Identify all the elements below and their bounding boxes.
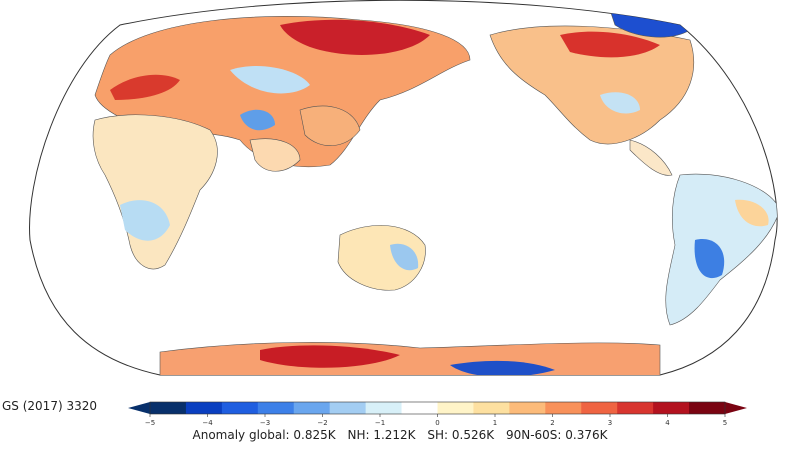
run-label: GS (2017) 3320 [2, 399, 97, 413]
region-siberia-hot [280, 19, 430, 55]
region-asia-cool [230, 65, 310, 94]
colorbar-swatch [293, 402, 331, 414]
colorbar-swatch [545, 402, 582, 414]
colorbar-tick-label: −1 [375, 419, 385, 427]
anomaly-sh: SH: 0.526K [427, 428, 495, 442]
region-australia [337, 225, 426, 291]
region-europe-hot [110, 74, 180, 100]
colorbar-tick-label: −2 [317, 419, 327, 427]
colorbar-swatch [401, 402, 438, 414]
region-india [249, 138, 301, 172]
region-australia-cool [390, 243, 419, 271]
region-tibet-cool [240, 109, 275, 131]
colorbar-tick-label: 5 [723, 419, 727, 427]
region-africa [92, 114, 218, 270]
region-africa-cool [120, 200, 170, 241]
anomaly-global: Anomaly global: 0.825K [192, 428, 336, 442]
region-central-america [629, 139, 673, 176]
colorbar-arrow-max [725, 402, 747, 414]
colorbar-tick-label: −3 [260, 419, 270, 427]
colorbar-swatch [689, 402, 726, 414]
colorbar-swatch [150, 402, 187, 414]
colorbar-swatch [509, 402, 546, 414]
colorbar-tick-label: 4 [665, 419, 670, 427]
colorbar-tick-label: 2 [550, 419, 554, 427]
colorbar-swatch [257, 402, 295, 414]
colorbar-swatch [473, 402, 510, 414]
colorbar-swatch [617, 402, 654, 414]
region-canada-hot [560, 31, 660, 58]
region-usa-cool [600, 92, 640, 114]
colorbar-tick-label: −4 [202, 419, 213, 427]
colorbar-swatch [581, 402, 618, 414]
colorbar-swatch [329, 402, 367, 414]
colorbar-tick-label: −5 [145, 419, 155, 427]
colorbar-swatch [185, 402, 223, 414]
region-patagonia-cool [694, 239, 725, 279]
anomaly-band: 90N-60S: 0.376K [505, 428, 608, 442]
region-brazil-warm [735, 199, 769, 227]
colorbar-swatch [365, 402, 403, 414]
colorbar-swatch [653, 402, 690, 414]
region-se-asia [299, 105, 361, 146]
colorbar-tick-label: 3 [608, 419, 612, 427]
anomaly-summary: Anomaly global: 0.825K NH: 1.212K SH: 0.… [0, 428, 800, 442]
colorbar-swatch [437, 402, 474, 414]
region-antarctica-cool [450, 360, 555, 375]
region-antarctica-hot [260, 345, 400, 368]
colorbar-tick-label: 0 [435, 419, 439, 427]
colorbar-arrow-min [128, 402, 150, 414]
colorbar-swatch [221, 402, 259, 414]
anomaly-nh: NH: 1.212K [347, 428, 416, 442]
region-north-america [489, 25, 694, 145]
colorbar-tick-label: 1 [493, 419, 497, 427]
